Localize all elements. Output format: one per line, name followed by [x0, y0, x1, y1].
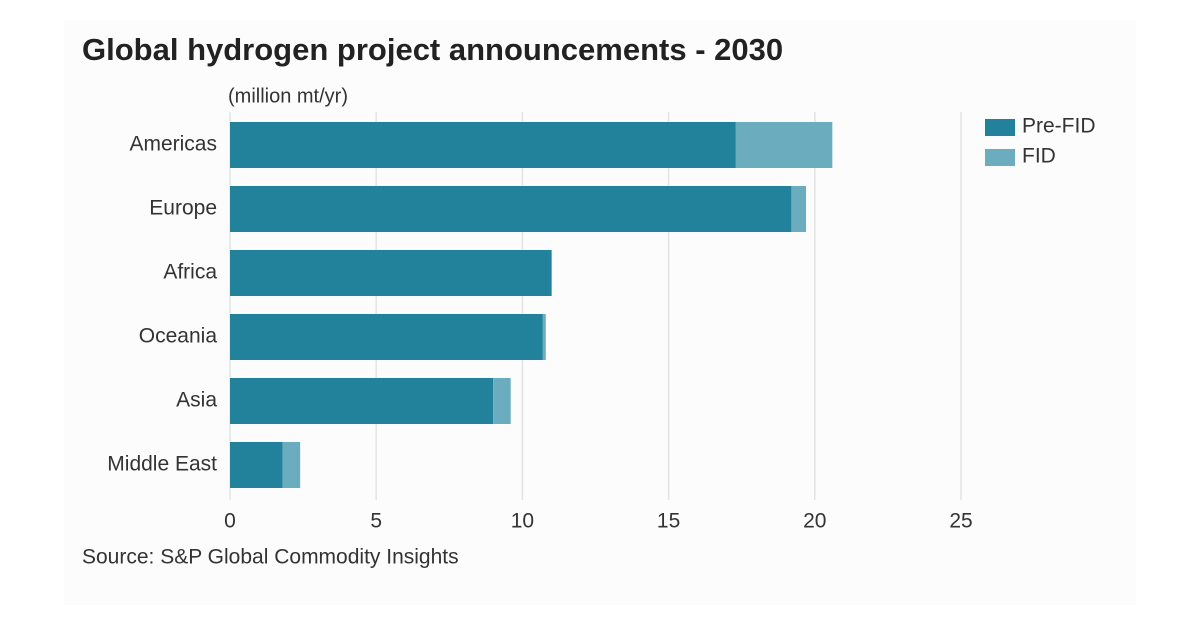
legend-swatch [985, 149, 1015, 166]
bar-segment [230, 122, 736, 168]
legend-label: FID [1022, 145, 1056, 168]
y-tick-label: Asia [176, 389, 217, 412]
bar-segment [230, 442, 283, 488]
bar-segment [230, 186, 792, 232]
y-tick-label: Europe [149, 197, 217, 220]
y-tick-label: Americas [129, 133, 217, 156]
bar-segment [791, 186, 807, 232]
x-tick-label: 20 [803, 510, 826, 533]
bar-segment [230, 378, 494, 424]
x-tick-label: 0 [224, 510, 236, 533]
source: Source: S&P Global Commodity Insights [82, 546, 459, 569]
legend-swatch [985, 119, 1015, 136]
x-tick-label: 10 [511, 510, 534, 533]
legend-label: Pre-FID [1022, 115, 1096, 138]
bar-segment [735, 122, 833, 168]
bar-segment [542, 314, 546, 360]
y-tick-label: Middle East [107, 453, 217, 476]
bar-segment [230, 314, 543, 360]
x-tick-label: 25 [949, 510, 972, 533]
panel [64, 20, 1136, 605]
bar-segment [230, 250, 552, 296]
subtitle: (million mt/yr) [228, 85, 348, 107]
bar-segment [493, 378, 511, 424]
bar-segment [282, 442, 301, 488]
y-tick-label: Oceania [139, 325, 218, 348]
y-tick-label: Africa [163, 261, 217, 284]
x-tick-label: 5 [370, 510, 382, 533]
x-tick-label: 15 [657, 510, 680, 533]
chart-title: Global hydrogen project announcements - … [82, 32, 783, 67]
